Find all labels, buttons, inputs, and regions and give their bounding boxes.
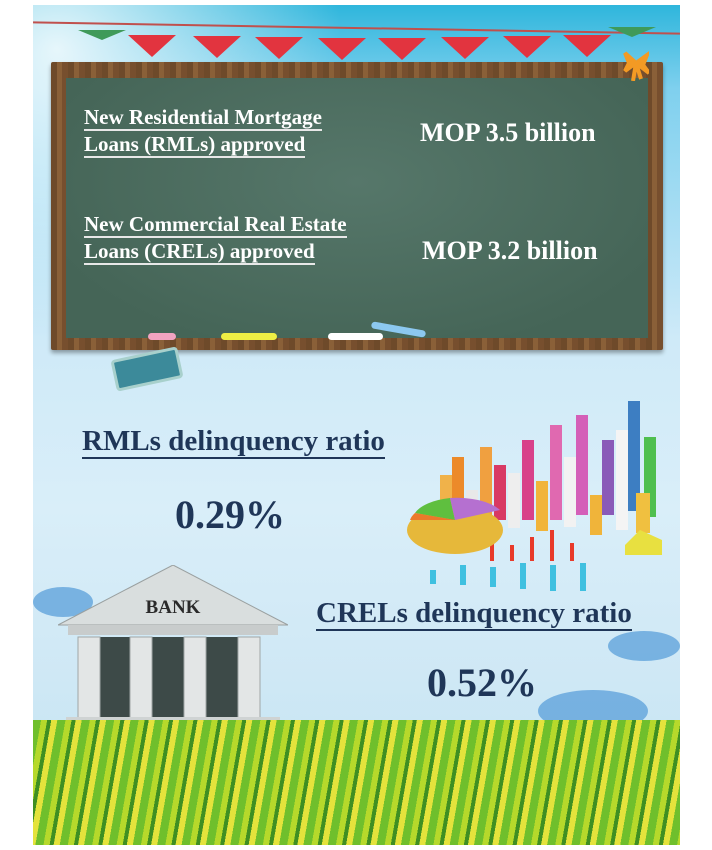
infographic: New Residential Mortgage Loans (RMLs) app… — [33, 5, 680, 845]
rml-delinquency-label: RMLs delinquency ratio — [82, 425, 385, 459]
yellow-chalk-icon — [221, 333, 277, 340]
rml-approved-value: MOP 3.5 billion — [420, 118, 596, 147]
bank-sign: BANK — [146, 597, 201, 618]
crel-approved-value: MOP 3.2 billion — [422, 236, 598, 265]
bank-building-icon: BANK — [58, 565, 288, 735]
ribbon-bow-icon — [623, 51, 649, 81]
bar-chart-illustration-icon — [407, 401, 662, 591]
chalkboard: New Residential Mortgage Loans (RMLs) app… — [51, 62, 663, 392]
white-chalk-icon — [328, 333, 383, 340]
rml-delinquency-value: 0.29% — [175, 492, 285, 537]
crel-delinquency-value: 0.52% — [427, 660, 537, 705]
crel-delinquency-label: CRELs delinquency ratio — [316, 597, 632, 631]
rml-approved-label: New Residential Mortgage Loans (RMLs) app… — [84, 105, 322, 158]
cloud-icon — [608, 631, 680, 661]
grass-decoration — [33, 720, 680, 845]
pink-chalk-icon — [148, 333, 176, 340]
crel-approved-label: New Commercial Real Estate Loans (CRELs) … — [84, 212, 347, 265]
